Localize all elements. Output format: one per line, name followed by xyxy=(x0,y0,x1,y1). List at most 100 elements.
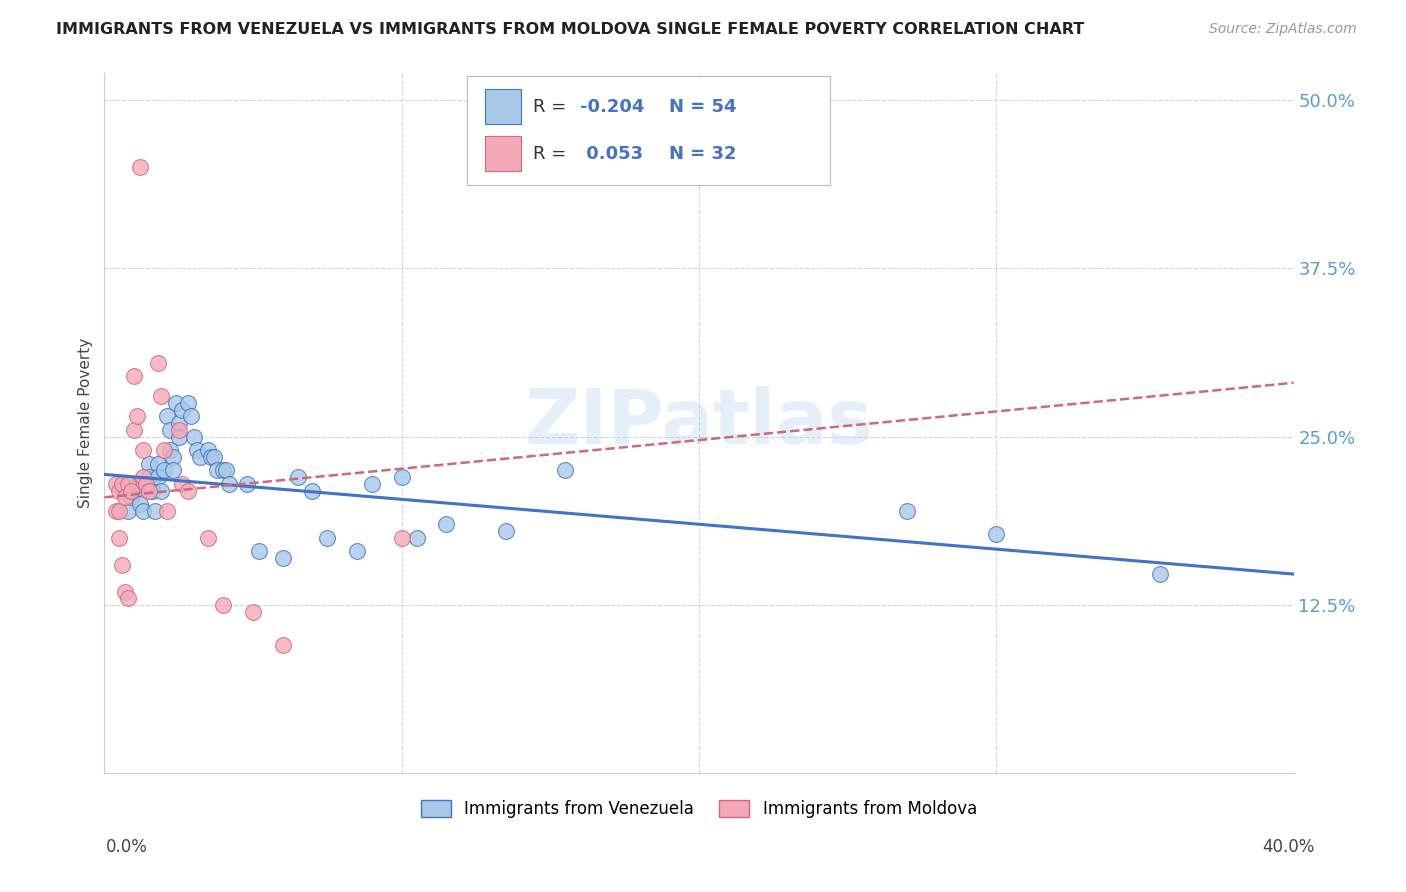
Point xyxy=(159,443,181,458)
Text: 40.0%: 40.0% xyxy=(1263,838,1315,856)
Point xyxy=(127,476,149,491)
Point xyxy=(111,476,134,491)
Point xyxy=(176,483,198,498)
Text: R =: R = xyxy=(533,97,571,116)
Point xyxy=(138,470,160,484)
Point xyxy=(170,476,193,491)
Point xyxy=(156,409,179,424)
Point xyxy=(361,476,384,491)
Legend: Immigrants from Venezuela, Immigrants from Moldova: Immigrants from Venezuela, Immigrants fr… xyxy=(415,793,984,824)
Point xyxy=(896,504,918,518)
Point xyxy=(111,476,134,491)
Point xyxy=(188,450,211,464)
Point xyxy=(122,369,145,384)
Point xyxy=(117,476,139,491)
Text: -0.204: -0.204 xyxy=(581,97,644,116)
Point xyxy=(167,430,190,444)
Point xyxy=(135,476,157,491)
Text: IMMIGRANTS FROM VENEZUELA VS IMMIGRANTS FROM MOLDOVA SINGLE FEMALE POVERTY CORRE: IMMIGRANTS FROM VENEZUELA VS IMMIGRANTS … xyxy=(56,22,1084,37)
Point xyxy=(143,504,166,518)
Point xyxy=(176,396,198,410)
Point xyxy=(146,355,169,369)
Point xyxy=(156,504,179,518)
Point xyxy=(170,402,193,417)
Point xyxy=(183,430,205,444)
Y-axis label: Single Female Poverty: Single Female Poverty xyxy=(79,338,93,508)
Point xyxy=(1149,567,1171,582)
Point xyxy=(117,591,139,606)
Point xyxy=(120,491,142,505)
Point xyxy=(132,470,155,484)
Point xyxy=(132,443,155,458)
Point xyxy=(554,463,576,477)
Point xyxy=(495,524,517,538)
Text: 0.0%: 0.0% xyxy=(105,838,148,856)
Point xyxy=(159,423,181,437)
Text: N = 32: N = 32 xyxy=(669,145,737,162)
Point xyxy=(129,497,152,511)
Point xyxy=(129,161,152,175)
Text: ZIPatlas: ZIPatlas xyxy=(524,386,873,460)
Point xyxy=(391,470,413,484)
Text: Source: ZipAtlas.com: Source: ZipAtlas.com xyxy=(1209,22,1357,37)
Point xyxy=(141,476,163,491)
Point xyxy=(215,463,238,477)
Point xyxy=(105,504,128,518)
FancyBboxPatch shape xyxy=(467,77,830,185)
Point xyxy=(162,463,184,477)
Point xyxy=(180,409,202,424)
Point xyxy=(108,531,131,545)
Point xyxy=(242,605,264,619)
Bar xyxy=(485,136,520,171)
Point xyxy=(165,396,187,410)
Point xyxy=(146,457,169,471)
Point xyxy=(200,450,222,464)
Point xyxy=(146,470,169,484)
Point xyxy=(271,550,294,565)
Point xyxy=(138,483,160,498)
Point xyxy=(167,423,190,437)
Point xyxy=(434,517,457,532)
Point xyxy=(197,531,219,545)
Point xyxy=(986,526,1008,541)
Point xyxy=(132,504,155,518)
Point xyxy=(271,639,294,653)
Text: R =: R = xyxy=(533,145,571,162)
Point xyxy=(122,423,145,437)
Point xyxy=(141,483,163,498)
Point xyxy=(105,476,128,491)
Point xyxy=(127,409,149,424)
Point xyxy=(153,463,176,477)
Bar xyxy=(485,89,520,124)
Point xyxy=(153,443,176,458)
Point xyxy=(186,443,208,458)
Point xyxy=(202,450,225,464)
Point xyxy=(111,558,134,572)
Point xyxy=(316,531,339,545)
Point xyxy=(218,476,240,491)
Point xyxy=(287,470,309,484)
Point xyxy=(149,389,172,403)
Point xyxy=(114,491,136,505)
Point xyxy=(212,598,235,612)
Point xyxy=(162,450,184,464)
Point xyxy=(301,483,323,498)
Point xyxy=(207,463,229,477)
Point xyxy=(236,476,259,491)
Point xyxy=(108,504,131,518)
Point xyxy=(114,584,136,599)
Point xyxy=(247,544,270,558)
Point xyxy=(122,483,145,498)
Point xyxy=(149,483,172,498)
Point xyxy=(138,457,160,471)
Point xyxy=(212,463,235,477)
Point xyxy=(391,531,413,545)
Point xyxy=(197,443,219,458)
Point xyxy=(129,476,152,491)
Text: N = 54: N = 54 xyxy=(669,97,737,116)
Point xyxy=(405,531,427,545)
Point xyxy=(120,483,142,498)
Point xyxy=(346,544,368,558)
Point xyxy=(167,416,190,430)
Point xyxy=(108,483,131,498)
